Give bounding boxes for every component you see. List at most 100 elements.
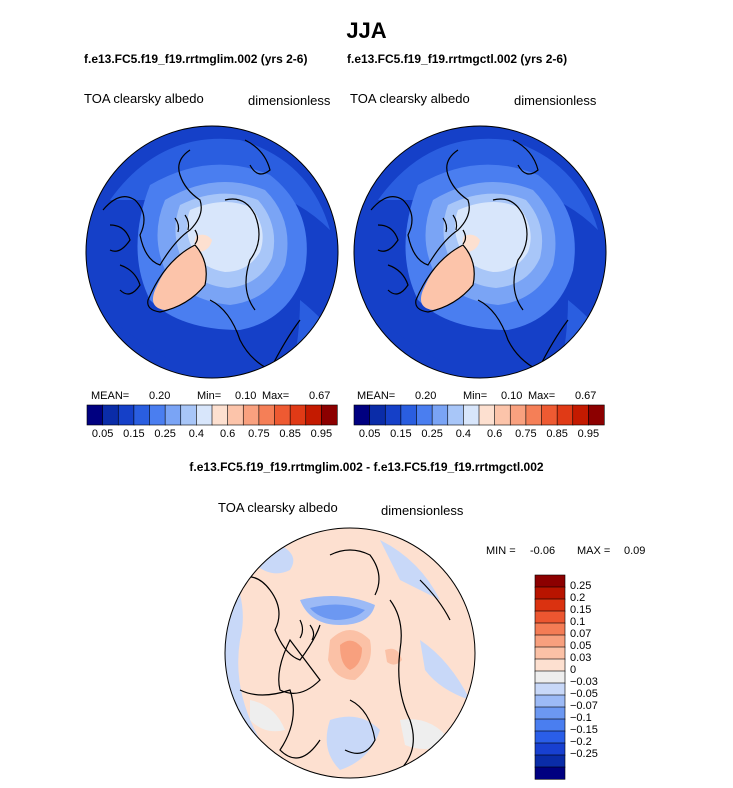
right-max-label: Max= — [528, 390, 556, 402]
left-mean-label: MEAN= — [91, 390, 130, 402]
diff-colorbar-ticks: 0.25 0.2 0.15 0.1 0.07 0.05 0.03 0 −0.03 −0.05 −0.… — [570, 575, 630, 779]
colorbar-tick-label: −0.15 — [570, 724, 598, 736]
colorbar-swatch — [534, 694, 566, 708]
colorbar-swatch — [534, 610, 566, 624]
diff-panel-subtitle: f.e13.FC5.f19_f19.rrtmglim.002 - f.e13.F… — [189, 460, 544, 474]
right-panel-subtitle: f.e13.FC5.f19_f19.rrtmgctl.002 (yrs 2-6) — [347, 52, 568, 66]
left-min-value: 0.10 — [235, 390, 257, 402]
colorbar-swatch — [242, 404, 260, 426]
diff-map-coastlines — [234, 549, 451, 771]
left-map-field — [86, 126, 338, 378]
colorbar-swatch — [227, 404, 244, 426]
left-panel-subtitle: f.e13.FC5.f19_f19.rrtmglim.002 (yrs 2-6) — [84, 52, 308, 66]
colorbar-swatch — [321, 404, 338, 426]
diff-colorbar — [534, 574, 566, 780]
colorbar-tick-label: 0.6 — [486, 428, 503, 440]
colorbar-swatch — [180, 404, 197, 426]
left-mean-value: 0.20 — [149, 390, 171, 402]
colorbar-tick-label: 0.75 — [515, 428, 537, 440]
colorbar-tick-label: −0.05 — [570, 688, 598, 700]
colorbar-tick-label: 0 — [570, 664, 577, 676]
colorbar-swatch — [102, 404, 119, 426]
colorbar-tick-label: 0.15 — [570, 604, 592, 616]
right-mean-label: MEAN= — [357, 390, 396, 402]
colorbar-tick-label: 0.15 — [123, 428, 145, 440]
colorbar-tick-label: 0.1 — [570, 616, 586, 628]
diff-min-value: -0.06 — [530, 545, 556, 557]
colorbar-swatch — [164, 404, 182, 426]
colorbar-swatch — [534, 658, 566, 672]
colorbar-swatch — [211, 404, 229, 426]
colorbar-tick-label: 0.25 — [154, 428, 176, 440]
left-max-value: 0.67 — [309, 390, 331, 402]
colorbar-swatch — [534, 766, 566, 780]
right-colorbar-ticks: 0.05 0.15 0.25 0.4 0.6 0.75 0.85 0.95 — [354, 428, 604, 442]
diff-units-label: dimensionless — [381, 503, 464, 518]
colorbar-tick-label: 0.95 — [577, 428, 600, 440]
right-colorbar — [353, 404, 605, 426]
right-variable-label: TOA clearsky albedo — [350, 91, 470, 106]
colorbar-swatch — [369, 404, 386, 426]
colorbar-swatch — [534, 682, 566, 696]
colorbar-swatch — [534, 742, 566, 756]
colorbar-swatch — [384, 404, 402, 426]
left-colorbar-ticks: 0.05 0.15 0.25 0.4 0.6 0.75 0.85 0.95 — [87, 428, 337, 442]
colorbar-swatch — [274, 404, 291, 426]
colorbar-tick-label: 0.15 — [390, 428, 412, 440]
colorbar-swatch — [525, 404, 543, 426]
colorbar-tick-label: 0.2 — [570, 592, 586, 604]
colorbar-tick-label: 0.75 — [248, 428, 270, 440]
colorbar-swatch — [117, 404, 135, 426]
right-units-label: dimensionless — [514, 93, 597, 108]
colorbar-swatch — [463, 404, 480, 426]
diff-min-label: MIN = — [486, 545, 516, 557]
right-map-field — [354, 126, 606, 378]
left-max-label: Max= — [262, 390, 290, 402]
colorbar-swatch — [572, 404, 589, 426]
colorbar-tick-label: 0.6 — [219, 428, 236, 440]
colorbar-swatch — [305, 404, 322, 426]
right-mean-value: 0.20 — [415, 390, 437, 402]
colorbar-swatch — [494, 404, 511, 426]
colorbar-swatch — [534, 598, 566, 612]
colorbar-tick-label: −0.1 — [570, 712, 592, 724]
colorbar-tick-label: 0.07 — [570, 628, 592, 640]
colorbar-swatch — [534, 574, 566, 588]
colorbar-swatch — [400, 404, 418, 426]
left-map-coastlines — [102, 139, 301, 371]
colorbar-tick-label: 0.05 — [91, 428, 114, 440]
colorbar-tick-label: −0.2 — [570, 736, 592, 748]
colorbar-swatch — [534, 706, 566, 720]
right-min-value: 0.10 — [501, 390, 523, 402]
colorbar-swatch — [86, 404, 104, 426]
right-min-label: Min= — [463, 390, 488, 402]
colorbar-swatch — [416, 404, 433, 426]
right-map-coastlines — [370, 139, 569, 371]
colorbar-swatch — [534, 622, 566, 636]
colorbar-swatch — [534, 730, 566, 744]
colorbar-swatch — [258, 404, 276, 426]
colorbar-tick-label: 0.25 — [421, 428, 443, 440]
colorbar-swatch — [541, 404, 558, 426]
colorbar-swatch — [149, 404, 166, 426]
colorbar-tick-label: 0.95 — [310, 428, 333, 440]
colorbar-swatch — [196, 404, 213, 426]
colorbar-tick-label: −0.25 — [570, 748, 598, 760]
colorbar-swatch — [556, 404, 574, 426]
left-min-label: Min= — [197, 390, 222, 402]
colorbar-swatch — [289, 404, 307, 426]
colorbar-tick-label: 0.05 — [358, 428, 381, 440]
left-units-label: dimensionless — [248, 93, 331, 108]
colorbar-swatch — [353, 404, 371, 426]
diff-max-label: MAX = — [577, 545, 611, 557]
colorbar-swatch — [478, 404, 496, 426]
colorbar-tick-label: 0.4 — [188, 428, 205, 440]
colorbar-swatch — [588, 404, 605, 426]
colorbar-swatch — [534, 586, 566, 600]
colorbar-tick-label: 0.4 — [455, 428, 472, 440]
colorbar-swatch — [509, 404, 527, 426]
colorbar-tick-label: −0.03 — [570, 676, 598, 688]
colorbar-swatch — [534, 646, 566, 660]
page-title: JJA — [346, 18, 387, 43]
colorbar-swatch — [447, 404, 464, 426]
